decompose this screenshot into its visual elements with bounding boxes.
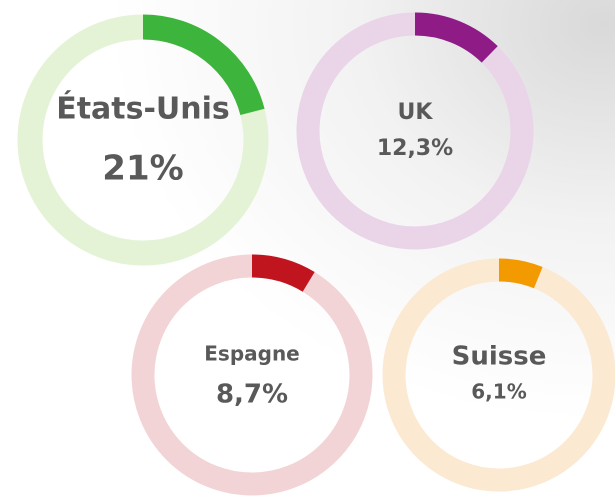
donut-arc <box>251 254 315 292</box>
donut-arc <box>498 258 543 289</box>
donut-value: 6,1% <box>471 380 526 404</box>
donut-title: UK <box>398 100 434 125</box>
donut-value: 21% <box>102 149 183 189</box>
donut-title: Espagne <box>204 342 300 366</box>
donut-title: États-Unis <box>56 91 230 127</box>
donut-value: 8,7% <box>216 380 288 410</box>
donut-arc <box>414 12 498 63</box>
donut-title: Suisse <box>452 342 547 372</box>
donut-value: 12,3% <box>377 136 453 161</box>
donut-arc <box>142 14 265 116</box>
